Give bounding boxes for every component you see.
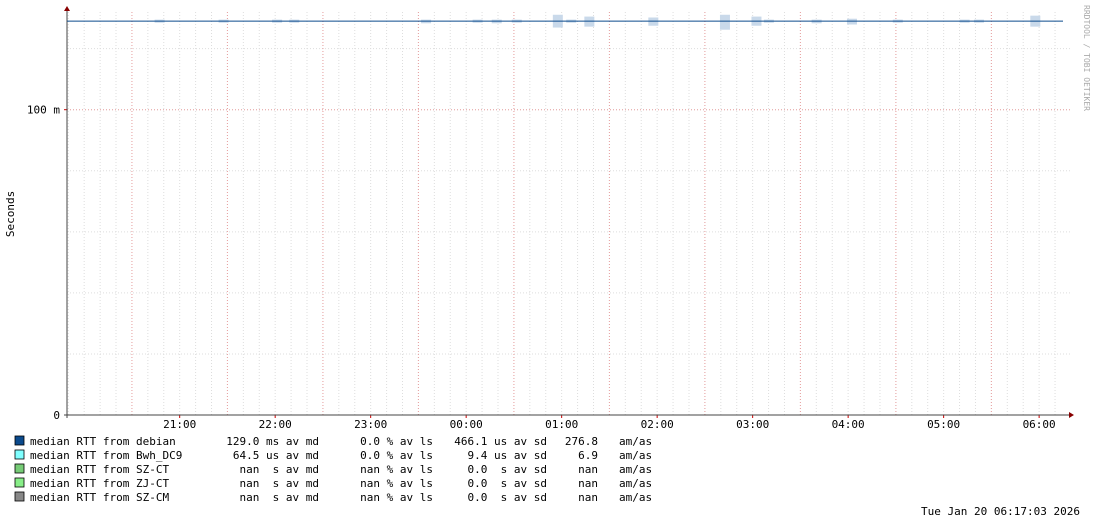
legend-label: median RTT from Bwh_DC9 [30, 449, 182, 462]
legend-stat: 0.0 % av ls [360, 435, 433, 448]
x-tick-label: 06:00 [1023, 418, 1056, 431]
x-tick-label: 01:00 [545, 418, 578, 431]
y-tick-label: 0 [53, 409, 60, 422]
legend-stat: am/as [619, 491, 652, 504]
legend-stat: nan % av ls [360, 463, 433, 476]
legend-swatch [14, 435, 25, 446]
x-tick-label: 21:00 [163, 418, 196, 431]
legend-stat: 64.5 us av md [233, 449, 319, 462]
x-tick-label: 00:00 [450, 418, 483, 431]
legend-stat: 276.8 [565, 435, 598, 448]
legend-stat: 0.0 s av sd [468, 463, 547, 476]
legend-stat: 0.0 s av sd [468, 491, 547, 504]
x-tick-label: 22:00 [259, 418, 292, 431]
legend-swatch [14, 491, 25, 502]
legend-stat: nan s av md [240, 463, 319, 476]
legend-stat: nan s av md [240, 491, 319, 504]
legend-stat: 129.0 ms av md [226, 435, 319, 448]
x-tick-label: 02:00 [641, 418, 674, 431]
legend-stat: nan % av ls [360, 477, 433, 490]
legend-stat: nan s av md [240, 477, 319, 490]
legend-stat: nan % av ls [360, 491, 433, 504]
legend-stat: 0.0 % av ls [360, 449, 433, 462]
legend-stat: 0.0 s av sd [468, 477, 547, 490]
x-tick-label: 23:00 [354, 418, 387, 431]
legend-stat: 466.1 us av sd [454, 435, 547, 448]
legend-label: median RTT from SZ-CT [30, 463, 169, 476]
legend-label: median RTT from debian [30, 435, 176, 448]
y-arrow [64, 6, 70, 11]
watermark: RRDTOOL / TOBI OETIKER [1082, 5, 1091, 111]
legend-label: median RTT from SZ-CM [30, 491, 169, 504]
y-axis-label: Seconds [4, 191, 17, 237]
legend-swatch [14, 449, 25, 460]
x-tick-label: 03:00 [736, 418, 769, 431]
legend-stat: nan [578, 463, 598, 476]
y-tick-label: 100 m [27, 104, 60, 117]
legend-stat: am/as [619, 477, 652, 490]
legend-stat: am/as [619, 463, 652, 476]
legend-stat: am/as [619, 435, 652, 448]
legend-stat: nan [578, 477, 598, 490]
x-tick-label: 04:00 [832, 418, 865, 431]
legend-stat: 9.4 us av sd [468, 449, 547, 462]
timestamp: Tue Jan 20 06:17:03 2026 [921, 505, 1080, 518]
legend-swatch [14, 463, 25, 474]
smoke-bar [719, 14, 730, 30]
legend-stat: am/as [619, 449, 652, 462]
x-arrow [1069, 412, 1074, 418]
legend-swatch [14, 477, 25, 488]
legend-stat: 6.9 [578, 449, 598, 462]
x-tick-label: 05:00 [927, 418, 960, 431]
legend-stat: nan [578, 491, 598, 504]
legend-label: median RTT from ZJ-CT [30, 477, 169, 490]
